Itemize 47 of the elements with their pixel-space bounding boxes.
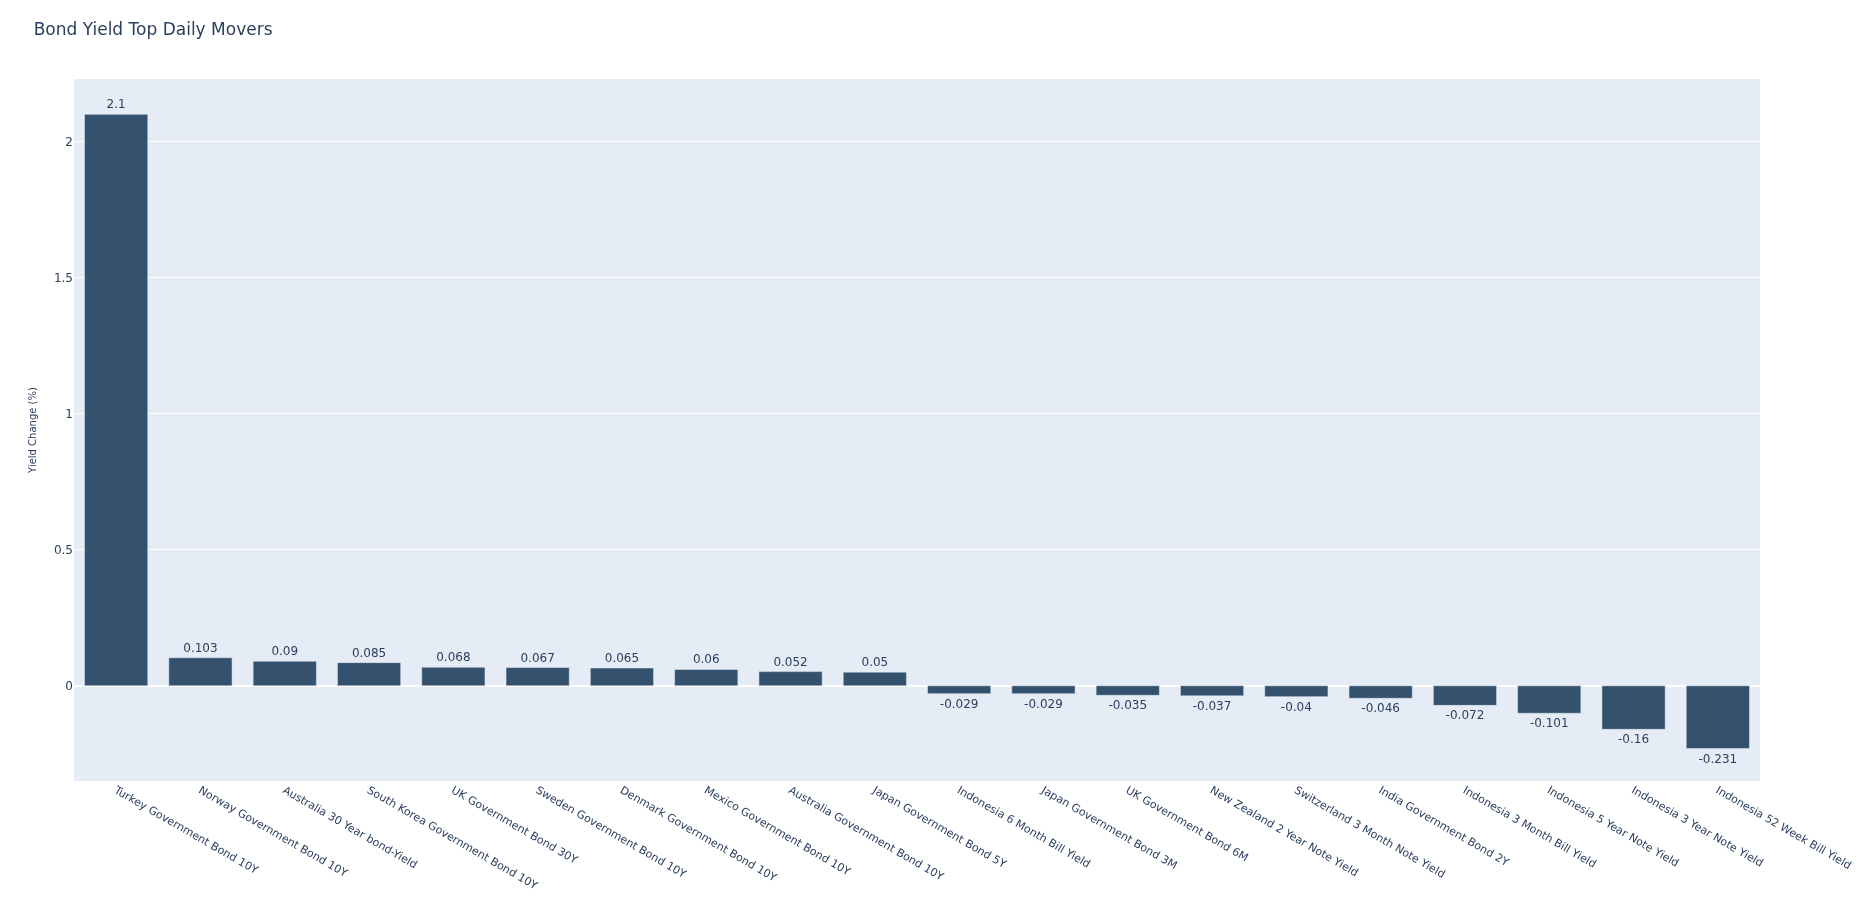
data-label: 0.068 bbox=[436, 650, 471, 665]
y-tick-label: 1 bbox=[65, 406, 73, 421]
data-label: -0.046 bbox=[1361, 701, 1400, 716]
data-label: -0.072 bbox=[1445, 708, 1485, 723]
data-label: -0.029 bbox=[939, 696, 979, 711]
data-label: 0.065 bbox=[604, 651, 640, 666]
bar bbox=[842, 671, 907, 687]
bar bbox=[1433, 685, 1497, 706]
bar bbox=[590, 667, 654, 687]
bar bbox=[758, 671, 823, 687]
data-label: 0.067 bbox=[520, 650, 555, 665]
bar bbox=[337, 662, 401, 687]
bar bbox=[421, 667, 486, 687]
y-tick-label: 0.5 bbox=[53, 542, 73, 557]
data-label: 0.085 bbox=[351, 645, 387, 660]
data-label: 0.09 bbox=[271, 644, 299, 659]
data-label: -0.04 bbox=[1280, 699, 1312, 714]
bar bbox=[927, 685, 992, 694]
data-label: -0.035 bbox=[1108, 698, 1148, 713]
bar bbox=[252, 661, 317, 687]
bar bbox=[1517, 685, 1582, 714]
bar bbox=[1180, 685, 1244, 697]
y-tick-label: 2 bbox=[65, 134, 73, 149]
data-label: 0.05 bbox=[861, 655, 889, 670]
data-label: -0.029 bbox=[1024, 696, 1063, 711]
y-tick-label: 1.5 bbox=[53, 270, 73, 285]
data-label: 2.1 bbox=[106, 97, 126, 112]
data-label: -0.231 bbox=[1698, 751, 1738, 766]
chart-title: Bond Yield Top Daily Movers bbox=[33, 18, 273, 39]
bar bbox=[1011, 685, 1076, 694]
bar bbox=[1685, 685, 1750, 749]
bar bbox=[674, 669, 739, 687]
data-label: 0.06 bbox=[692, 652, 720, 667]
data-label: -0.16 bbox=[1618, 732, 1650, 747]
bar bbox=[1264, 685, 1329, 697]
bar bbox=[505, 667, 570, 687]
bar bbox=[84, 114, 149, 687]
data-label: -0.101 bbox=[1529, 716, 1569, 731]
bar bbox=[1095, 685, 1160, 696]
bar bbox=[168, 657, 233, 687]
y-axis-title: Yield Change (%) bbox=[26, 387, 38, 474]
data-label: 0.052 bbox=[773, 654, 808, 669]
data-label: -0.037 bbox=[1192, 698, 1232, 713]
y-tick-label: 0 bbox=[65, 678, 73, 693]
bar bbox=[1601, 685, 1666, 730]
bar bbox=[1348, 685, 1413, 699]
data-label: 0.103 bbox=[183, 640, 218, 655]
